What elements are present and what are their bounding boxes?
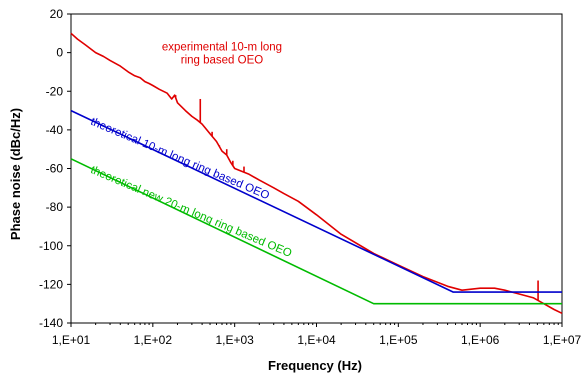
series-line-1 [70,109,562,293]
x-axis-title: Frequency (Hz) [268,358,362,373]
y-tick-label: -140 [39,316,63,330]
annotation-label: experimental 10-m long [162,42,282,54]
y-tick-label: -100 [39,239,63,253]
y-tick-label: 20 [50,7,64,21]
x-tick-label: 1,E+03 [215,333,254,347]
annotation-label: ring based OEO [181,55,264,67]
x-tick-label: 1,E+07 [543,333,582,347]
x-tick-label: 1,E+06 [461,333,500,347]
plot-area: 20 0 -20 -40 -60 -80 -100 -120 -140 1,E+01 1,E+02 1… [39,7,582,347]
y-tick-label: -60 [46,162,64,176]
x-tick-label: 1,E+02 [134,333,173,347]
annotation-label: theoretical 10-m long ring based OEO [89,116,271,202]
y-tick-label: -40 [46,123,64,137]
y-tick-label: -80 [46,200,64,214]
x-tick-label: 1,E+05 [379,333,418,347]
x-tick-label: 1,E+04 [297,333,336,347]
y-tick-label: -20 [46,84,64,98]
y-axis-title: Phase noise (dBc/Hz) [8,108,23,240]
series-line-0 [70,32,563,315]
y-tick-label: 0 [56,46,63,60]
annotation-label: theoretical new 20-m long ring based OEO [89,164,294,260]
y-tick-label: -120 [39,277,63,291]
x-tick-label: 1,E+01 [52,333,91,347]
series-line-2 [70,158,562,305]
